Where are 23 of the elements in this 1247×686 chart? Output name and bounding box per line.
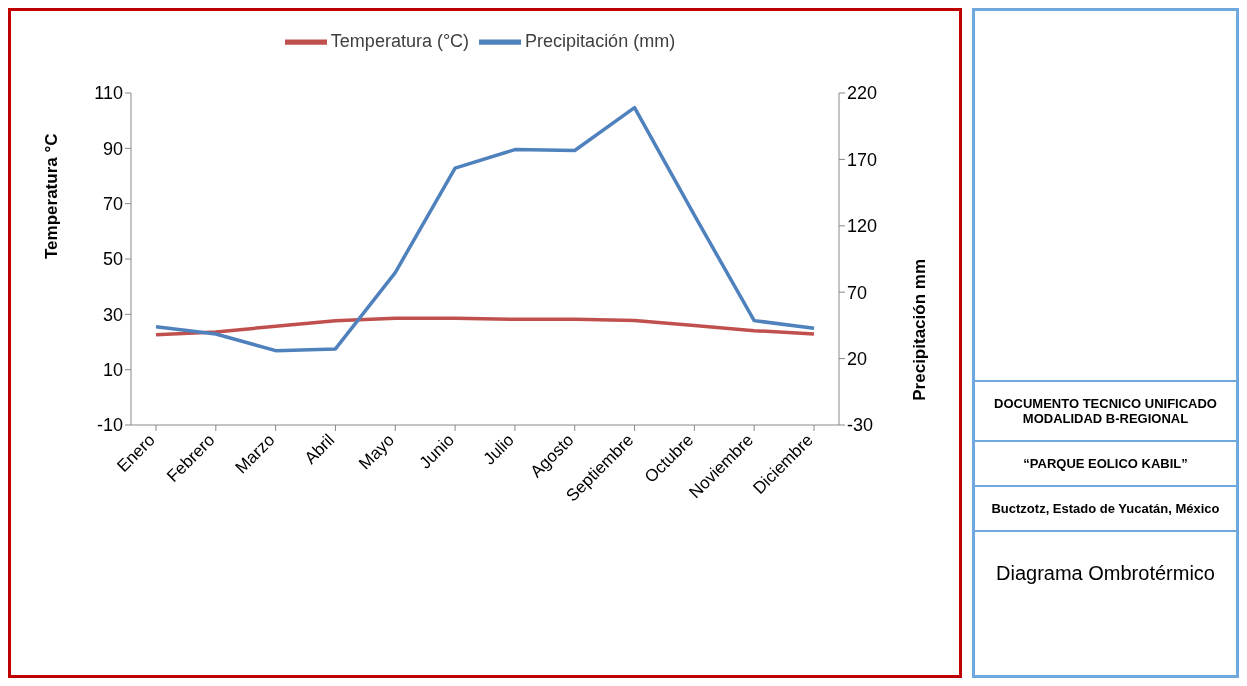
legend-label: Precipitación (mm) [525,30,676,51]
y-tick-label: 110 [94,83,123,104]
y-tick-label: 50 [102,249,123,270]
text: “PARQUE EOLICO KABIL” [975,440,1236,485]
y2-tick-label: 70 [847,282,868,303]
line-series [154,316,816,337]
y-axis-title: Temperatura °C [42,133,62,259]
line-series [154,105,816,353]
y2-tick-label: 220 [847,83,878,104]
y-tick-label: 10 [102,360,123,381]
text: DOCUMENTO TECNICO UNIFICADO MODALIDAD B-REGIONAL [975,380,1236,440]
y2-tick-label: 20 [847,348,868,369]
legend-label: Temperatura (°C) [330,30,470,51]
y-tick-label: 30 [102,304,123,325]
y2-tick-label: 170 [847,149,878,170]
y2-tick-label: -30 [847,415,874,436]
y2-tick-label: 120 [847,216,878,237]
text: Buctzotz, Estado de Yucatán, México [975,485,1236,530]
text: Diagrama Ombrotérmico [975,530,1236,675]
y-tick-label: -10 [96,415,123,436]
y-tick-label: 90 [102,138,123,159]
y-tick-label: 70 [102,194,123,215]
y2-axis-title: Precipitación mm [910,259,930,401]
